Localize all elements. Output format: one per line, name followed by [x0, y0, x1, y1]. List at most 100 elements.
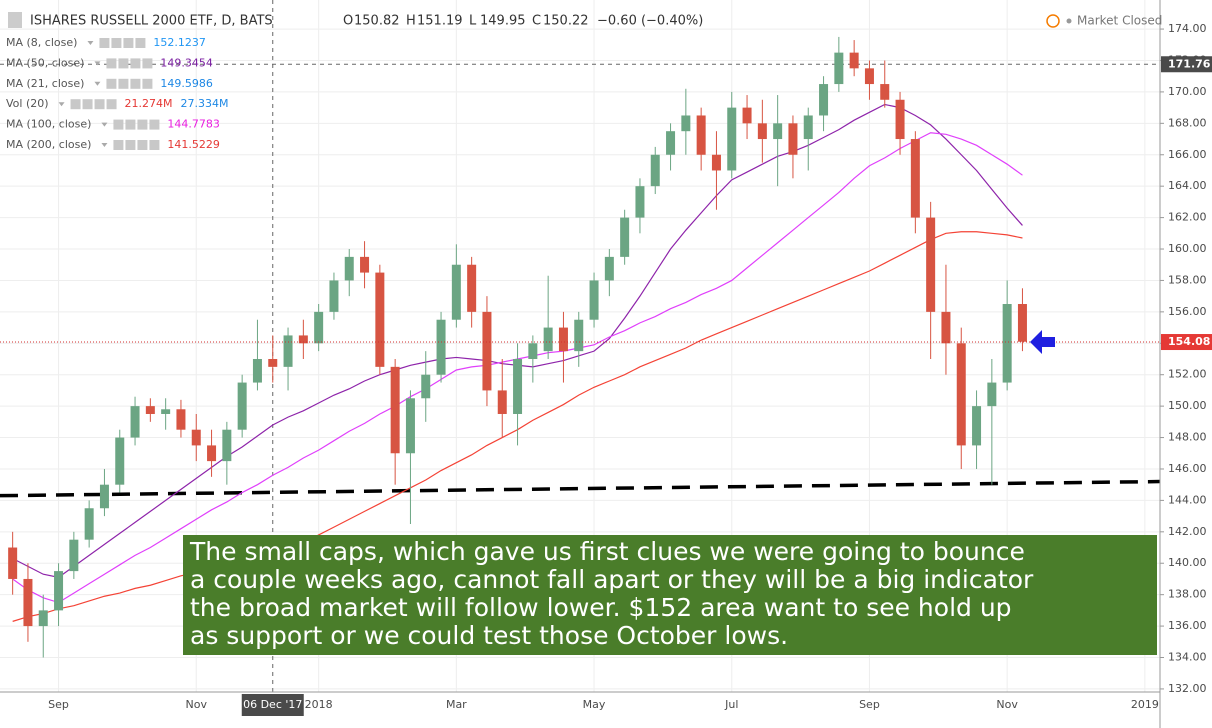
- ohlc-label: O: [343, 14, 353, 29]
- arrow: [1030, 330, 1055, 354]
- y-tick-label: 152.00: [1168, 368, 1207, 381]
- indicator-button[interactable]: [142, 78, 153, 89]
- symbol: ISHARES RUSSELL 2000 ETF, D, BATS: [30, 14, 273, 29]
- candle-body: [941, 311, 951, 344]
- candle-body: [54, 571, 64, 611]
- candle-body: [1017, 304, 1027, 342]
- annotation-box: [183, 535, 1157, 655]
- candle-body: [344, 256, 354, 281]
- candle-body: [8, 547, 18, 579]
- status-dot: [1066, 18, 1072, 24]
- indicator-button[interactable]: [125, 119, 136, 130]
- candle-body: [956, 343, 966, 446]
- x-tick-label: Nov: [186, 698, 208, 711]
- x-tick-label: Nov: [996, 698, 1018, 711]
- indicator-button[interactable]: [111, 38, 122, 48]
- y-tick-label: 148.00: [1168, 431, 1207, 444]
- indicator-value: 152.1237: [153, 36, 206, 49]
- indicator-button[interactable]: [130, 78, 141, 89]
- candle-body: [482, 311, 492, 391]
- candle-body: [803, 115, 813, 140]
- indicator-button[interactable]: [118, 58, 129, 69]
- y-tick-label: 134.00: [1168, 651, 1207, 664]
- indicator-button[interactable]: [123, 38, 134, 48]
- indicator-button[interactable]: [149, 140, 160, 150]
- market-status-icon[interactable]: [1046, 14, 1060, 28]
- y-tick-label: 144.00: [1168, 493, 1207, 506]
- candle-body: [99, 484, 109, 509]
- dropdown: [58, 102, 65, 107]
- indicator-button[interactable]: [113, 119, 124, 130]
- indicator-button[interactable]: [106, 78, 117, 89]
- x-tick-label: Sep: [859, 698, 880, 711]
- candle-body: [191, 429, 201, 446]
- indicator-button[interactable]: [135, 38, 146, 48]
- candle-body: [987, 382, 997, 407]
- candle-body: [360, 256, 370, 273]
- candle-body: [38, 610, 48, 627]
- indicator-button[interactable]: [142, 58, 153, 69]
- candle-body: [696, 115, 706, 155]
- candle-body: [1002, 304, 1012, 383]
- indicator-value: 21.274M: [125, 97, 173, 110]
- candle-body: [451, 264, 461, 320]
- candle-body: [390, 366, 400, 454]
- indicator-button[interactable]: [70, 99, 81, 110]
- y-tick-label: 162.00: [1168, 211, 1207, 224]
- y-tick-label: 164.00: [1168, 179, 1207, 192]
- candle-body: [589, 280, 599, 320]
- candle-body: [207, 445, 217, 462]
- ohlc-label: C: [532, 14, 541, 29]
- last-price-label: 154.08: [1168, 335, 1210, 348]
- indicator-button[interactable]: [106, 99, 117, 110]
- candle-body: [436, 319, 446, 375]
- candle-body: [757, 123, 767, 140]
- dropdown: [94, 61, 101, 66]
- candle-body: [910, 139, 920, 218]
- candle-body: [558, 327, 568, 352]
- annotation-line: as support or we could test those Octobe…: [190, 621, 788, 650]
- indicator-button[interactable]: [106, 58, 117, 69]
- indicator-name: MA (100, close): [6, 118, 91, 131]
- indicator-button[interactable]: [149, 119, 160, 130]
- indicator-button[interactable]: [118, 78, 129, 89]
- indicator-button[interactable]: [99, 38, 110, 48]
- y-tick-label: 146.00: [1168, 462, 1207, 475]
- indicator-button[interactable]: [82, 99, 93, 110]
- indicator-button[interactable]: [113, 140, 124, 150]
- candle-body: [849, 52, 859, 69]
- candle-body: [834, 52, 844, 85]
- indicator-button[interactable]: [94, 99, 105, 110]
- candle-body: [864, 68, 874, 85]
- crosshair-price-label: 171.76: [1168, 57, 1211, 70]
- candle-body: [773, 123, 783, 140]
- candle-body: [329, 280, 339, 312]
- candle-body: [711, 154, 721, 171]
- indicator-button[interactable]: [130, 58, 141, 69]
- candle-body: [69, 539, 79, 572]
- x-tick-label: Sep: [48, 698, 69, 711]
- crosshair-date-tag: [241, 694, 304, 716]
- dropdown: [101, 122, 108, 127]
- indicator-button[interactable]: [137, 140, 148, 150]
- y-tick-label: 168.00: [1168, 116, 1207, 129]
- symbol-logo: [8, 12, 22, 28]
- candle-body: [23, 578, 33, 627]
- ohlc-value: 149.95: [480, 14, 526, 29]
- y-tick-label: 158.00: [1168, 273, 1207, 286]
- candle-body: [819, 84, 829, 116]
- candle-body: [742, 107, 752, 124]
- candle-body: [252, 358, 262, 383]
- candle-body: [222, 429, 232, 462]
- indicator-value: 149.3454: [160, 56, 213, 69]
- indicator-button[interactable]: [137, 119, 148, 130]
- candle-body: [497, 390, 507, 414]
- y-tick-label: 138.00: [1168, 588, 1207, 601]
- candle-body: [788, 123, 798, 155]
- candle-body: [237, 382, 247, 430]
- y-tick-label: 140.00: [1168, 556, 1207, 569]
- y-tick-label: 160.00: [1168, 242, 1207, 255]
- candle-body: [314, 311, 324, 344]
- indicator-button[interactable]: [125, 140, 136, 150]
